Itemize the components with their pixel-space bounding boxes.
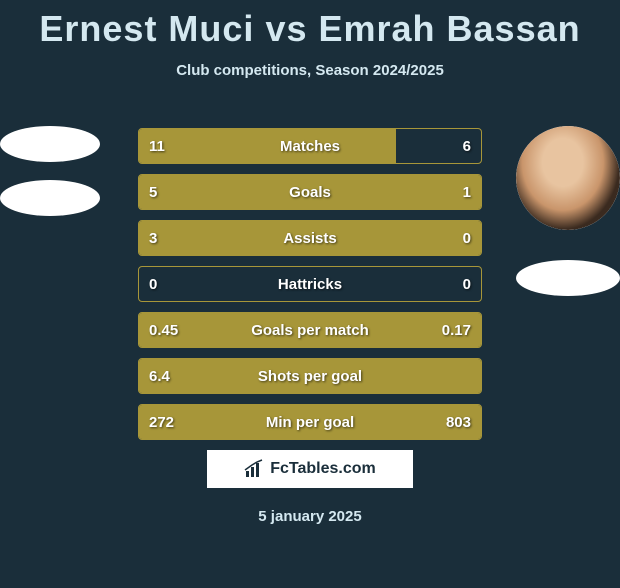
- stat-value-right: 0.17: [442, 313, 471, 347]
- stat-row: Shots per goal6.4: [138, 358, 482, 394]
- stat-label: Matches: [139, 129, 481, 163]
- stat-value-left: 6.4: [149, 359, 170, 393]
- stat-label: Min per goal: [139, 405, 481, 439]
- avatar-placeholder: [0, 126, 100, 162]
- right-player-avatars: [510, 126, 620, 296]
- stat-row: Goals5 1: [138, 174, 482, 210]
- stat-value-right: 0: [463, 267, 471, 301]
- stat-label: Assists: [139, 221, 481, 255]
- page-title: Ernest Muci vs Emrah Bassan: [0, 8, 620, 50]
- stat-value-left: 11: [149, 129, 165, 163]
- stat-label: Goals: [139, 175, 481, 209]
- stat-row: Matches11 6: [138, 128, 482, 164]
- logo-text: FcTables.com: [270, 460, 376, 478]
- stat-label: Shots per goal: [139, 359, 481, 393]
- stat-value-right: 1: [463, 175, 471, 209]
- subtitle: Club competitions, Season 2024/2025: [0, 62, 620, 79]
- fctables-logo[interactable]: FcTables.com: [207, 450, 413, 488]
- stat-value-left: 3: [149, 221, 157, 255]
- stat-value-right: 0: [463, 221, 471, 255]
- date-label: 5 january 2025: [0, 508, 620, 525]
- stat-value-left: 0.45: [149, 313, 178, 347]
- chart-icon: [244, 459, 264, 479]
- stat-row: Hattricks0 0: [138, 266, 482, 302]
- stat-value-left: 0: [149, 267, 157, 301]
- stat-value-right: 6: [463, 129, 471, 163]
- stat-label: Hattricks: [139, 267, 481, 301]
- avatar-placeholder: [0, 180, 100, 216]
- stat-label: Goals per match: [139, 313, 481, 347]
- stat-value-right: 803: [446, 405, 471, 439]
- left-player-avatars: [0, 126, 100, 234]
- stat-value-left: 272: [149, 405, 174, 439]
- avatar: [516, 126, 620, 230]
- stat-row: Assists3 0: [138, 220, 482, 256]
- stat-value-left: 5: [149, 175, 157, 209]
- stat-row: Goals per match0.45 0.17: [138, 312, 482, 348]
- avatar-face: [516, 126, 620, 230]
- avatar-placeholder: [516, 260, 620, 296]
- comparison-bars: Matches116Goals51Assists30Hattricks00Goa…: [138, 128, 482, 450]
- stat-row: Min per goal272 803: [138, 404, 482, 440]
